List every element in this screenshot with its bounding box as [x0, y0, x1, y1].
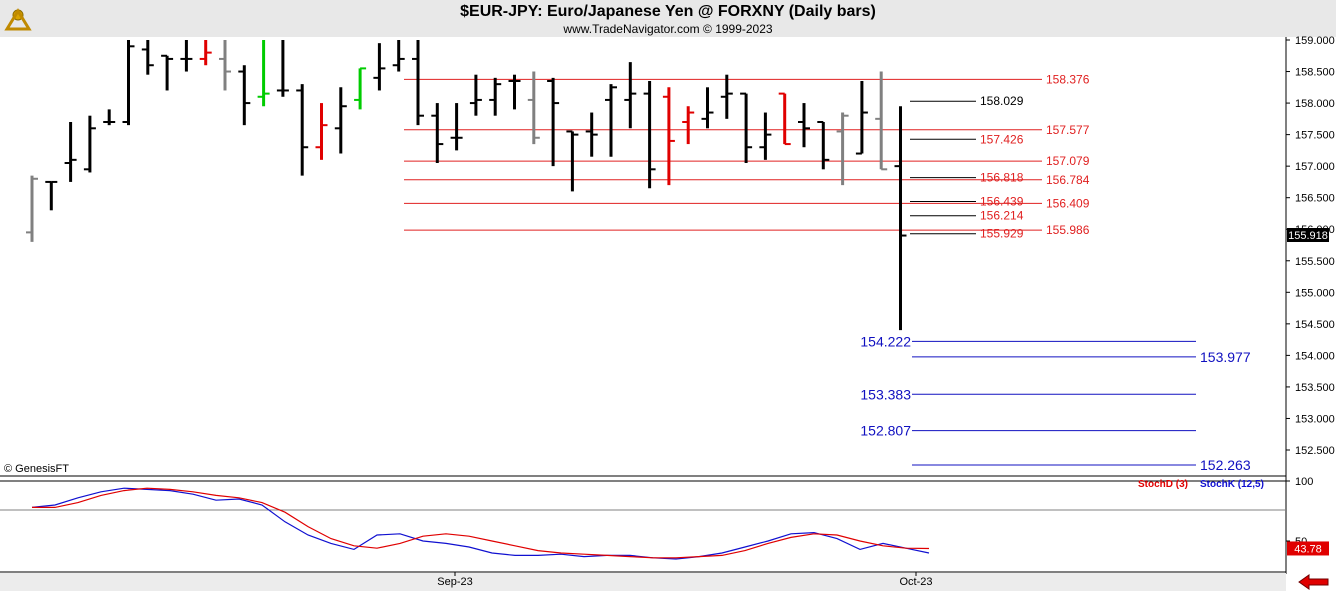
copyright-label: © GenesisFT	[4, 463, 69, 475]
ohlc-bar	[682, 106, 695, 145]
support-label: 152.263	[1200, 457, 1251, 473]
ohlc-bar	[64, 122, 77, 182]
resistance-label: 156.214	[980, 209, 1024, 223]
stochD-value-badge: 43.78	[1294, 543, 1322, 555]
resistance-label: 155.929	[980, 227, 1024, 241]
ohlc-bar	[296, 84, 309, 176]
trade-navigator-logo-icon[interactable]	[3, 3, 33, 33]
y-tick-label: 155.500	[1295, 256, 1335, 268]
ohlc-bar	[585, 112, 598, 157]
ohlc-bar	[315, 103, 328, 160]
ohlc-bar	[547, 77, 560, 167]
stochastic-panel: 10050StochD (3)StochK (12,5)43.78	[31, 476, 1329, 560]
ohlc-bar	[855, 81, 868, 155]
stochD-value-badge-bg	[1287, 541, 1329, 556]
ohlc-bar	[817, 121, 830, 170]
resistance-label: 157.079	[1046, 154, 1090, 168]
stoch-y-tick-label: 100	[1295, 476, 1313, 488]
level-label: 158.029	[980, 94, 1024, 108]
support-label: 152.807	[860, 423, 911, 439]
y-tick-label: 157.000	[1295, 161, 1335, 173]
ohlc-bar	[26, 175, 38, 242]
last-price-badge-bg	[1287, 228, 1329, 242]
header-band	[0, 0, 1336, 37]
ohlc-bars	[26, 40, 907, 331]
ohlc-bar	[836, 112, 849, 186]
last-price-badge: 155.918	[1288, 230, 1328, 242]
resistance-label: 156.818	[980, 171, 1024, 185]
ohlc-bar	[412, 40, 424, 126]
y-tick-label: 159.000	[1295, 35, 1335, 47]
ohlc-bar	[141, 40, 154, 75]
y-tick-label: 154.500	[1295, 319, 1335, 331]
y-tick-label: 158.000	[1295, 98, 1335, 110]
x-axis: Sep-23 Oct-23	[437, 572, 933, 588]
price-y-axis: 159.000 158.500 158.000 157.500 157.000 156.5…	[1286, 35, 1335, 457]
ohlc-bar	[624, 62, 637, 129]
resistance-label: 156.784	[1046, 173, 1090, 187]
stochD-line	[32, 487, 930, 559]
ohlc-bar	[605, 84, 617, 157]
ohlc-bar	[450, 103, 463, 151]
ohlc-bar	[334, 87, 347, 154]
x-tick-label: Oct-23	[899, 576, 932, 588]
ohlc-bar	[508, 74, 521, 110]
resistance-label: 157.426	[980, 132, 1024, 146]
y-tick-label: 158.500	[1295, 67, 1335, 79]
ohlc-bar	[276, 40, 289, 97]
ohlc-bar	[45, 180, 58, 211]
resistance-label: 155.986	[1046, 223, 1090, 237]
resistance-label: 156.439	[980, 195, 1024, 209]
ohlc-bar	[392, 40, 405, 72]
ohlc-bar	[798, 103, 810, 148]
ohlc-bar	[489, 77, 502, 116]
ohlc-bar	[875, 71, 888, 171]
ohlc-bar	[662, 87, 675, 186]
support-label: 154.222	[860, 333, 911, 349]
y-tick-label: 153.500	[1295, 382, 1335, 394]
ohlc-bar	[180, 40, 193, 72]
ohlc-bar	[720, 74, 733, 119]
resistance-label: 156.409	[1046, 196, 1090, 210]
support-label: 153.977	[1200, 349, 1251, 365]
ohlc-bar	[701, 87, 714, 129]
ohlc-bar	[469, 74, 482, 116]
ohlc-bar	[373, 43, 386, 91]
y-tick-label: 152.500	[1295, 445, 1335, 457]
resistance-label: 158.376	[1046, 72, 1090, 86]
ohlc-bar	[122, 40, 135, 126]
y-tick-label: 153.000	[1295, 413, 1335, 425]
support-label: 153.383	[860, 386, 911, 402]
ohlc-bar	[238, 65, 251, 126]
stochK-line	[31, 487, 930, 560]
ohlc-bar	[740, 92, 753, 163]
chart-subtitle: www.TradeNavigator.com © 1999-2023	[563, 22, 773, 36]
ohlc-bar	[431, 103, 444, 163]
ohlc-bar	[83, 115, 96, 173]
ohlc-bar	[894, 106, 907, 331]
ohlc-bar	[103, 109, 116, 126]
ohlc-bar	[161, 54, 174, 91]
ohlc-bar	[643, 81, 656, 189]
ohlc-bar	[759, 112, 772, 160]
level-lines: 158.376 158.029 157.577 157.426 157.079 156.8…	[404, 72, 1251, 473]
y-tick-label: 154.000	[1295, 350, 1335, 362]
ohlc-bar	[199, 40, 212, 66]
y-tick-label: 156.500	[1295, 193, 1335, 205]
red-left-arrow-icon[interactable]	[1298, 574, 1330, 590]
ohlc-bar	[778, 92, 791, 146]
y-tick-label: 155.000	[1295, 287, 1335, 299]
legend-stochD: StochD (3)	[1138, 479, 1188, 490]
resistance-label: 157.577	[1046, 123, 1090, 137]
ohlc-bar	[566, 130, 579, 192]
ohlc-bar	[527, 71, 540, 145]
ohlc-bar	[354, 67, 367, 110]
ohlc-bar	[219, 40, 231, 91]
y-tick-label: 157.500	[1295, 130, 1335, 142]
x-tick-label: Sep-23	[437, 576, 472, 588]
legend-stochK: StochK (12,5)	[1200, 479, 1264, 490]
chart-title: $EUR-JPY: Euro/Japanese Yen @ FORXNY (Da…	[460, 3, 876, 20]
ohlc-bar	[257, 40, 270, 107]
